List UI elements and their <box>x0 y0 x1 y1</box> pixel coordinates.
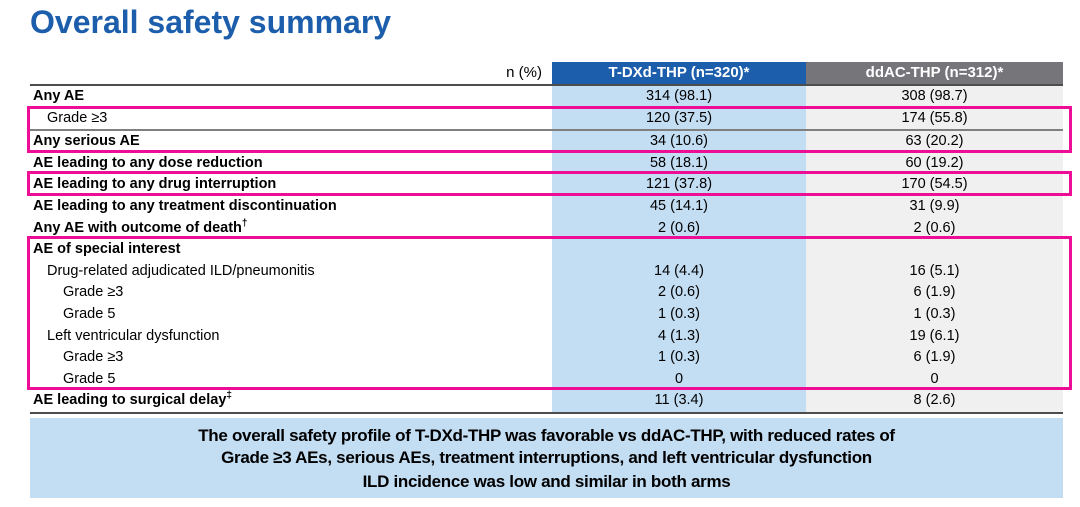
summary-line-1: The overall safety profile of T-DXd-THP … <box>198 426 895 445</box>
ddac-value: 308 (98.7) <box>806 86 1063 108</box>
row-label: AE leading to any drug interruption <box>30 174 552 196</box>
row-label: Any AE <box>30 86 552 108</box>
row-label: Left ventricular dysfunction <box>30 326 552 348</box>
ddac-value: 16 (5.1) <box>806 260 1063 283</box>
tdxd-value: 121 (37.8) <box>552 174 806 196</box>
page-title: Overall safety summary <box>30 4 392 40</box>
table-row: Grade ≥3 2 (0.6) 6 (1.9) <box>30 282 1063 304</box>
table-row: Any AE with outcome of death† 2 (0.6) 2 … <box>30 217 1063 240</box>
row-label: AE of special interest <box>30 239 552 261</box>
row-label-text: Left ventricular dysfunction <box>47 327 220 344</box>
tdxd-value: 34 (10.6) <box>552 131 806 153</box>
ddac-value: 19 (6.1) <box>806 325 1063 348</box>
row-label: Grade ≥3 <box>30 347 552 369</box>
ddac-value: 2 (0.6) <box>806 217 1063 240</box>
footnote-marker: † <box>241 217 248 229</box>
ddac-value: 174 (55.8) <box>806 107 1063 130</box>
table-body: Any AE 314 (98.1) 308 (98.7) Grade ≥3 12… <box>30 86 1063 412</box>
tdxd-value: 58 (18.1) <box>552 152 806 175</box>
table-row: AE leading to any dose reduction 58 (18.… <box>30 152 1063 175</box>
row-label-text: Any serious AE <box>33 133 140 150</box>
ddac-value: 31 (9.9) <box>806 195 1063 218</box>
column-header-tdxd-thp: T-DXd-THP (n=320)* <box>552 62 806 84</box>
summary-line-2: Grade ≥3 AEs, serious AEs, treatment int… <box>221 447 872 467</box>
row-label: Grade 5 <box>30 304 552 326</box>
ddac-value: 170 (54.5) <box>806 174 1063 196</box>
tdxd-value: 45 (14.1) <box>552 195 806 218</box>
tdxd-value: 2 (0.6) <box>552 282 806 304</box>
row-label: Grade ≥3 <box>30 282 552 304</box>
table-bottom-divider <box>30 411 1063 414</box>
table-row: AE leading to surgical delay‡ 11 (3.4) 8… <box>30 390 1063 412</box>
table-row: Grade ≥3 120 (37.5) 174 (55.8) <box>30 107 1063 130</box>
row-label-text: Grade 5 <box>63 370 116 387</box>
tdxd-value: 2 (0.6) <box>552 217 806 240</box>
row-label-text: Drug-related adjudicated ILD/pneumonitis <box>47 262 315 279</box>
row-label-text: AE leading to any dose reduction <box>33 154 263 171</box>
row-label-text: AE leading to any treatment discontinuat… <box>33 197 337 214</box>
table-row: Any serious AE 34 (10.6) 63 (20.2) <box>30 129 1063 153</box>
table-row: Any AE 314 (98.1) 308 (98.7) <box>30 86 1063 108</box>
safety-table: n (%) T-DXd-THP (n=320)* ddAC-THP (n=312… <box>27 62 1072 414</box>
tdxd-value: 14 (4.4) <box>552 260 806 283</box>
row-label: AE leading to any dose reduction <box>30 153 552 175</box>
ddac-value: 6 (1.9) <box>806 282 1063 304</box>
row-label: Any AE with outcome of death† <box>30 218 552 240</box>
row-label-text: Grade ≥3 <box>63 349 124 366</box>
tdxd-value: 1 (0.3) <box>552 347 806 369</box>
row-label-text: Grade 5 <box>63 305 116 322</box>
table-row: AE of special interest <box>30 239 1063 261</box>
tdxd-value: 4 (1.3) <box>552 325 806 348</box>
footnote-marker: ‡ <box>226 390 232 402</box>
ddac-value: 8 (2.6) <box>806 390 1063 412</box>
tdxd-value: 314 (98.1) <box>552 86 806 108</box>
row-label-text: AE leading to any drug interruption <box>33 176 277 193</box>
table-row: AE leading to any treatment discontinuat… <box>30 195 1063 218</box>
row-label: Grade 5 <box>30 369 552 391</box>
row-label-text: Any AE <box>33 88 85 104</box>
row-label: Any serious AE <box>30 131 552 153</box>
ddac-value: 0 <box>806 368 1063 391</box>
table-header-row: n (%) T-DXd-THP (n=320)* ddAC-THP (n=312… <box>30 62 1063 84</box>
table-row: Left ventricular dysfunction 4 (1.3) 19 … <box>30 325 1063 348</box>
tdxd-value <box>552 239 806 261</box>
row-label: Grade ≥3 <box>30 108 552 130</box>
ddac-value: 1 (0.3) <box>806 303 1063 326</box>
column-header-n-percent: n (%) <box>506 64 542 81</box>
ddac-value: 63 (20.2) <box>806 131 1063 153</box>
row-label: Drug-related adjudicated ILD/pneumonitis <box>30 261 552 283</box>
row-label-text: AE of special interest <box>33 241 181 258</box>
summary-box: The overall safety profile of T-DXd-THP … <box>30 418 1063 498</box>
table-row: Drug-related adjudicated ILD/pneumonitis… <box>30 260 1063 283</box>
row-label-text: Grade ≥3 <box>63 284 124 301</box>
ddac-value <box>806 239 1063 261</box>
header-divider <box>30 84 1063 86</box>
table-row: Grade ≥3 1 (0.3) 6 (1.9) <box>30 347 1063 369</box>
table-row: AE leading to any drug interruption 121 … <box>30 174 1063 196</box>
table-row: Grade 5 0 0 <box>30 368 1063 391</box>
ddac-value: 6 (1.9) <box>806 347 1063 369</box>
row-label-text: Grade ≥3 <box>47 109 108 126</box>
table-row: Grade 5 1 (0.3) 1 (0.3) <box>30 303 1063 326</box>
ddac-value: 60 (19.2) <box>806 152 1063 175</box>
row-label: AE leading to any treatment discontinuat… <box>30 196 552 218</box>
summary-line-3: ILD incidence was low and similar in bot… <box>362 472 731 491</box>
tdxd-value: 120 (37.5) <box>552 107 806 130</box>
tdxd-value: 11 (3.4) <box>552 390 806 412</box>
row-label-text: Any AE with outcome of death <box>33 219 242 236</box>
tdxd-value: 0 <box>552 368 806 391</box>
row-label-text: AE leading to surgical delay <box>33 392 227 409</box>
column-header-ddac-thp: ddAC-THP (n=312)* <box>806 62 1063 84</box>
tdxd-value: 1 (0.3) <box>552 303 806 326</box>
row-label: AE leading to surgical delay‡ <box>30 390 552 412</box>
